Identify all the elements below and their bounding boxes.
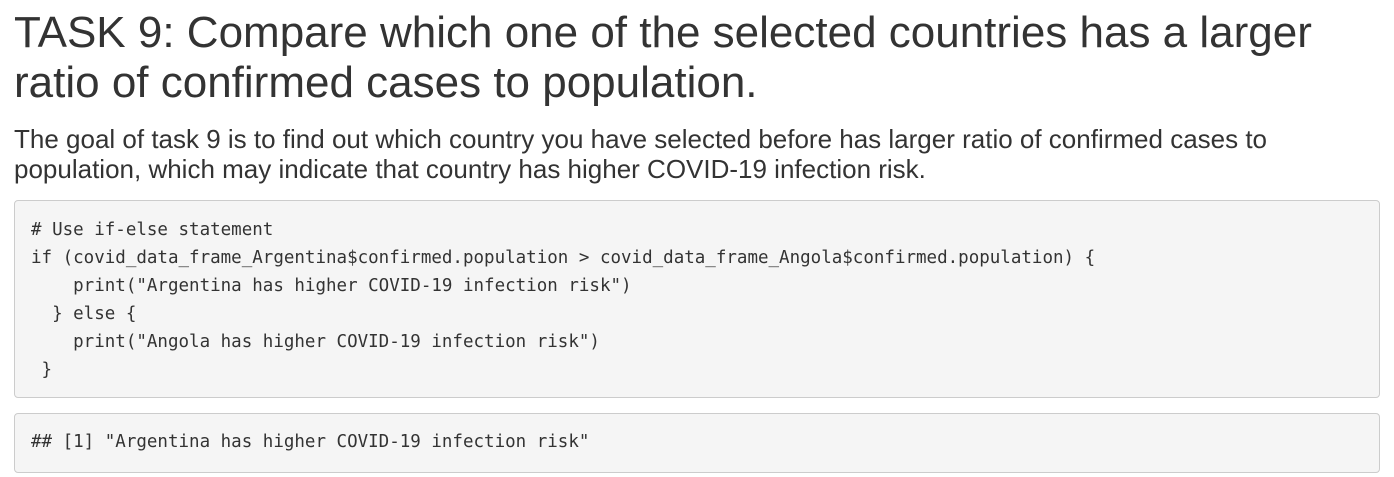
code-line: print("Angola has higher COVID-19 infect… xyxy=(31,332,600,352)
task-section: TASK 9: Compare which one of the selecte… xyxy=(14,0,1380,473)
output-block: ## [1] "Argentina has higher COVID-19 in… xyxy=(14,413,1380,473)
code-line: if (covid_data_frame_Argentina$confirmed… xyxy=(31,248,1096,268)
task-title: TASK 9: Compare which one of the selecte… xyxy=(14,8,1312,107)
code-line: } xyxy=(31,360,53,380)
task-description: The goal of task 9 is to find out which … xyxy=(14,124,1268,184)
code-line: } else { xyxy=(31,304,137,324)
output-line: ## [1] "Argentina has higher COVID-19 in… xyxy=(31,432,590,452)
code-line: # Use if-else statement xyxy=(31,220,274,240)
code-line: print("Argentina has higher COVID-19 inf… xyxy=(31,276,632,296)
code-block: # Use if-else statement if (covid_data_fr… xyxy=(14,200,1380,398)
